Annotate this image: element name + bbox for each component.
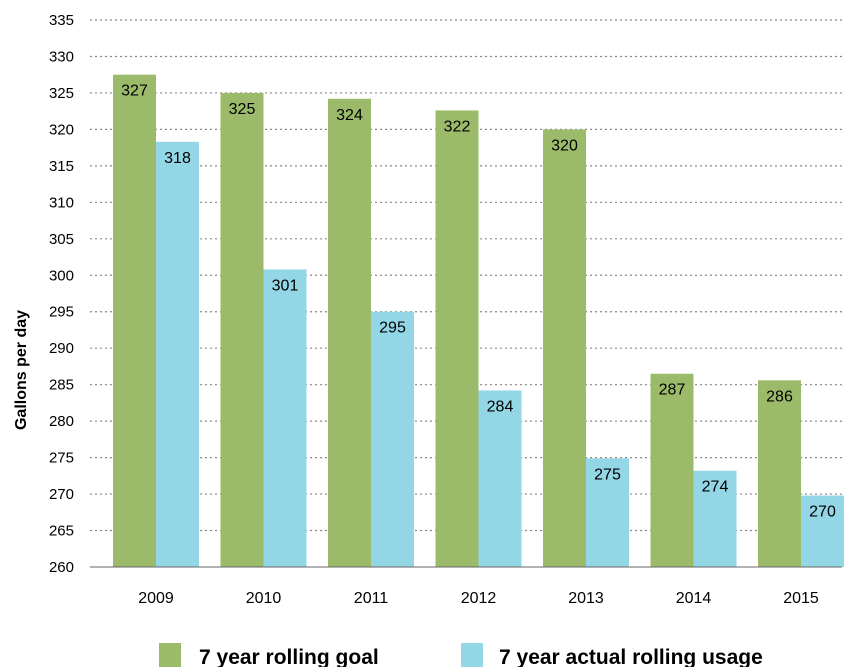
bar-goal-2010 [220, 92, 264, 567]
bar-actual-2013 [586, 458, 629, 567]
bar-goal-2013 [543, 129, 586, 567]
y-tick-label: 260 [49, 559, 74, 576]
data-labels: 327 318 325 301 324 295 322 284 320 275 287 274 286 2… [121, 83, 836, 521]
data-label: 270 [809, 504, 836, 521]
y-tick-label: 320 [49, 121, 74, 138]
y-tick-label: 335 [49, 12, 74, 29]
legend-label-goal: 7 year rolling goal [199, 646, 379, 667]
y-tick-label: 325 [49, 85, 74, 102]
y-tick-label: 285 [49, 377, 74, 394]
bar-actual-2009 [156, 141, 199, 568]
bar-goal-2009 [113, 74, 156, 567]
y-tick-label: 300 [49, 267, 74, 284]
bar-goal-2012 [435, 110, 479, 568]
bars [113, 74, 844, 568]
bar-actual-2012 [478, 390, 522, 567]
data-label: 284 [487, 399, 514, 416]
x-tick-label: 2012 [461, 590, 497, 607]
data-label: 295 [379, 320, 406, 337]
y-tick-label: 310 [49, 194, 74, 211]
bar-goal-2011 [328, 98, 371, 567]
x-tick-label: 2009 [138, 590, 174, 607]
data-label: 287 [659, 382, 686, 399]
bar-actual-2014 [693, 470, 737, 567]
bar-actual-2015 [801, 495, 844, 567]
data-label: 325 [229, 101, 256, 118]
x-tick-label: 2010 [246, 590, 282, 607]
y-tick-label: 305 [49, 231, 74, 248]
legend-swatch-goal [159, 643, 181, 667]
bar-goal-2014 [650, 373, 694, 567]
data-label: 286 [766, 388, 793, 405]
y-tick-label: 280 [49, 413, 74, 430]
bar-actual-2011 [371, 311, 414, 567]
y-tick-label: 330 [49, 48, 74, 65]
x-tick-label: 2014 [676, 590, 712, 607]
data-label: 301 [272, 277, 299, 294]
data-label: 320 [551, 137, 578, 154]
data-label: 324 [336, 107, 363, 124]
y-tick-label: 295 [49, 304, 74, 321]
legend-swatch-actual [461, 643, 483, 667]
bar-goal-2015 [758, 380, 801, 567]
data-label: 322 [444, 118, 471, 135]
y-tick-label: 290 [49, 340, 74, 357]
y-tick-label: 270 [49, 486, 74, 503]
legend: 7 year rolling goal 7 year actual rollin… [159, 643, 763, 667]
data-label: 318 [164, 150, 191, 167]
y-tick-label: 315 [49, 158, 74, 175]
x-tick-label: 2015 [783, 590, 819, 607]
data-label: 275 [594, 466, 621, 483]
legend-label-actual: 7 year actual rolling usage [499, 646, 763, 667]
bar-actual-2010 [263, 269, 307, 567]
x-tick-label: 2011 [354, 590, 389, 607]
y-tick-label: 275 [49, 450, 74, 467]
data-label: 327 [121, 83, 148, 100]
y-axis-title: Gallons per day [13, 310, 30, 430]
y-axis-ticks: 260 265 270 275 280 285 290 295 300 305 310 315 320 3… [49, 12, 74, 576]
x-tick-label: 2013 [568, 590, 604, 607]
y-tick-label: 265 [49, 523, 74, 540]
x-axis-ticks: 2009 2010 2011 2012 2013 2014 2015 [138, 590, 819, 607]
data-label: 274 [702, 479, 729, 496]
